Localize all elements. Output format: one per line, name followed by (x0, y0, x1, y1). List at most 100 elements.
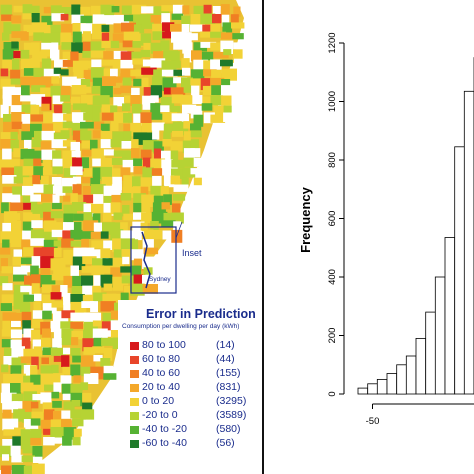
map-region (101, 176, 113, 190)
map-region (170, 175, 180, 185)
map-region (183, 131, 191, 144)
map-region (183, 50, 192, 63)
map-region (30, 238, 45, 246)
map-region (31, 13, 40, 23)
map-region (81, 176, 93, 184)
map-region (190, 14, 202, 27)
map-region (103, 373, 117, 380)
map-region (93, 194, 104, 208)
map-region (0, 78, 15, 89)
map-region (82, 186, 95, 197)
map-region (142, 275, 150, 286)
map-region (131, 265, 142, 280)
map-region (70, 312, 86, 322)
map-region (51, 42, 59, 51)
map-region (2, 409, 12, 419)
map-region (120, 193, 132, 201)
map-region (70, 166, 83, 176)
map-region (71, 4, 81, 15)
map-region (0, 104, 9, 118)
map-region (62, 230, 72, 244)
map-region (23, 391, 37, 404)
map-region (61, 23, 76, 36)
map-region (91, 148, 106, 160)
map-region (62, 51, 73, 61)
map-region (140, 14, 156, 26)
map-region (42, 402, 53, 413)
histogram-bar (444, 237, 456, 395)
map-region (30, 114, 45, 122)
map-region (100, 301, 116, 312)
map-region (162, 230, 175, 240)
map-region (10, 383, 22, 397)
y-tick-label: 800 (327, 152, 338, 168)
map-region (43, 6, 53, 14)
map-region (210, 31, 227, 38)
map-region (20, 148, 35, 160)
map-region (83, 86, 92, 93)
map-region (34, 130, 42, 143)
legend-swatch (130, 356, 139, 364)
map-region (30, 123, 42, 138)
map-region (1, 465, 12, 474)
map-region (122, 186, 136, 198)
map-region (83, 168, 93, 181)
map-region (90, 184, 106, 194)
map-region (161, 13, 171, 24)
map-region (180, 95, 193, 106)
map-region (143, 247, 159, 255)
map-region (213, 51, 229, 59)
map-region (21, 131, 32, 141)
map-region (162, 31, 173, 39)
map-region (41, 58, 52, 73)
map-region (70, 409, 85, 419)
map-region (33, 150, 46, 163)
map-region (190, 139, 200, 152)
map-region (82, 402, 93, 415)
map-region (172, 130, 184, 137)
map-region (110, 40, 120, 48)
map-region (20, 302, 31, 313)
map-region (91, 265, 105, 277)
map-region (32, 463, 45, 474)
map-region (101, 59, 118, 66)
map-region (81, 149, 95, 157)
map-region (14, 427, 26, 436)
legend-count: (56) (216, 437, 235, 449)
map-region (43, 231, 58, 240)
map-region (50, 211, 63, 219)
map-region (1, 202, 9, 214)
map-region (60, 321, 73, 331)
map-region (202, 96, 218, 107)
y-tick-label: 600 (327, 211, 338, 227)
map-region (70, 294, 85, 304)
map-region (52, 150, 62, 162)
legend-range: -20 to 0 (142, 409, 178, 421)
map-region (43, 68, 60, 79)
map-region (10, 329, 23, 339)
map-region (150, 95, 159, 103)
map-region (80, 79, 91, 91)
map-region (2, 59, 12, 71)
map-region (2, 439, 18, 450)
map-region (3, 114, 15, 125)
map-region (72, 184, 82, 195)
map-region (123, 14, 135, 22)
map-region (140, 33, 152, 46)
map-region (62, 103, 71, 114)
map-region (11, 186, 26, 196)
map-region (71, 14, 84, 25)
y-tick-label: 1200 (327, 32, 338, 53)
map-region (140, 149, 152, 160)
map-region (72, 176, 81, 184)
map-region (101, 24, 110, 32)
map-region (13, 87, 26, 98)
map-region (51, 32, 61, 46)
map-region (131, 87, 140, 96)
map-region (162, 22, 175, 34)
y-tick-label: 1000 (327, 91, 338, 112)
map-region (3, 42, 19, 51)
map-region (181, 114, 190, 123)
map-region (10, 69, 21, 82)
map-region (210, 23, 221, 35)
